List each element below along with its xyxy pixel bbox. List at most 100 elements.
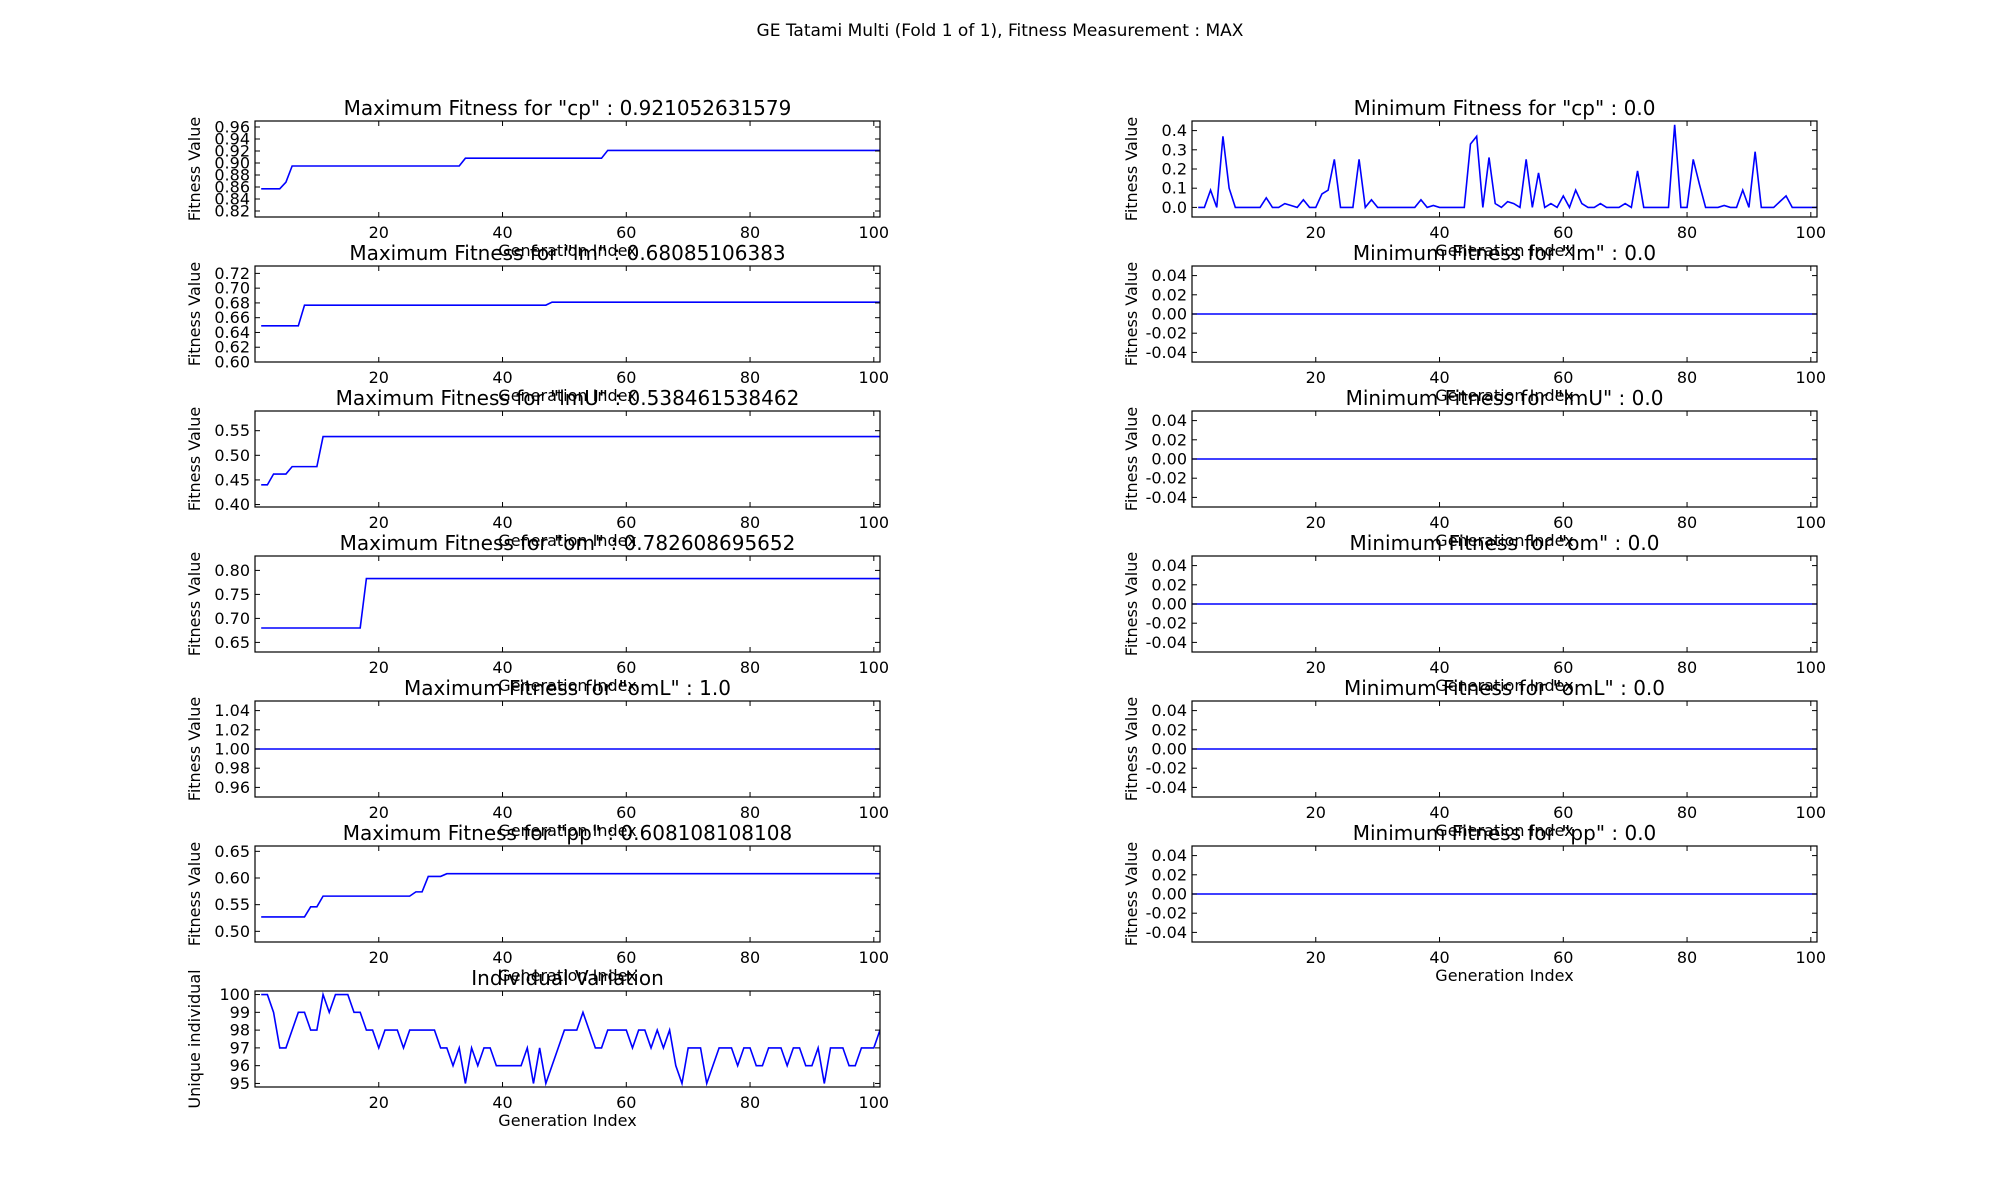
x-tick-label: 60 xyxy=(1553,948,1573,967)
y-tick-label: 0.04 xyxy=(1151,846,1187,865)
y-tick-label: 0.64 xyxy=(214,323,250,342)
x-tick-label: 80 xyxy=(740,948,760,967)
x-tick-label: 80 xyxy=(1677,223,1697,242)
y-axis-label: Fitness Value xyxy=(1122,552,1141,656)
y-tick-label: -0.02 xyxy=(1146,469,1187,488)
x-tick-label: 100 xyxy=(859,1093,890,1112)
y-tick-label: 1.02 xyxy=(214,720,250,739)
x-tick-label: 20 xyxy=(1306,658,1326,677)
x-axis-label: Generation Index xyxy=(498,386,636,405)
y-tick-label: 0.90 xyxy=(214,154,250,173)
y-tick-label: 0.55 xyxy=(214,421,250,440)
y-tick-label: 0.0 xyxy=(1162,198,1187,217)
y-tick-label: 0.40 xyxy=(214,495,250,514)
x-axis-label: Generation Index xyxy=(498,676,636,695)
x-tick-label: 80 xyxy=(740,368,760,387)
x-axis-label: Generation Index xyxy=(498,821,636,840)
x-tick-label: 60 xyxy=(616,803,636,822)
x-tick-label: 80 xyxy=(1677,803,1697,822)
y-tick-label: 0.70 xyxy=(214,279,250,298)
subplot-title: Minimum Fitness for "pp" : 0.0 xyxy=(1353,821,1657,845)
x-tick-label: 20 xyxy=(369,223,389,242)
y-axis-label: Fitness Value xyxy=(185,697,204,801)
y-tick-label: 0.00 xyxy=(1151,595,1187,614)
x-tick-label: 20 xyxy=(1306,803,1326,822)
y-axis-label: Fitness Value xyxy=(1122,117,1141,221)
subplot-title: Individual Variation xyxy=(471,966,664,990)
x-tick-label: 80 xyxy=(1677,658,1697,677)
subplot-10: 20 40 60 80 100 -0.04-0.020.000.020.04 Minimum… xyxy=(1122,676,1826,840)
y-tick-label: 0.98 xyxy=(214,759,250,778)
subplot-5: 20 40 60 80 100 0.40 0.45 0.50 0.55 Maximum Fitne… xyxy=(185,386,889,550)
x-tick-label: 40 xyxy=(1429,513,1449,532)
subplot-1: 20 40 60 80 100 0.820.840.860.880.900.920.940… xyxy=(185,96,889,260)
y-tick-label: 0.04 xyxy=(1151,556,1187,575)
x-tick-label: 40 xyxy=(492,948,512,967)
y-tick-label: 0.96 xyxy=(214,118,250,137)
x-tick-label: 40 xyxy=(492,803,512,822)
subplot-title: Minimum Fitness for "lm" : 0.0 xyxy=(1353,241,1656,265)
y-tick-label: 0.00 xyxy=(1151,450,1187,469)
x-tick-label: 100 xyxy=(859,513,890,532)
subplot-11: 20 40 60 80 100 0.50 0.55 0.60 0.65 Maximum Fitne… xyxy=(185,821,889,985)
y-tick-label: -0.04 xyxy=(1146,343,1187,362)
x-tick-label: 60 xyxy=(1553,223,1573,242)
x-tick-label: 80 xyxy=(740,658,760,677)
subplot-title: Minimum Fitness for "cp" : 0.0 xyxy=(1354,96,1656,120)
x-tick-label: 40 xyxy=(492,513,512,532)
y-tick-label: 0.50 xyxy=(214,446,250,465)
y-tick-label: 96 xyxy=(230,1056,250,1075)
y-tick-label: 0.80 xyxy=(214,561,250,580)
x-tick-label: 60 xyxy=(1553,513,1573,532)
y-tick-label: -0.02 xyxy=(1146,904,1187,923)
series-line xyxy=(261,149,880,190)
y-tick-label: 0.45 xyxy=(214,470,250,489)
y-tick-label: 0.96 xyxy=(214,778,250,797)
x-tick-label: 60 xyxy=(616,368,636,387)
x-tick-label: 60 xyxy=(616,948,636,967)
y-tick-label: 0.02 xyxy=(1151,285,1187,304)
x-tick-label: 60 xyxy=(1553,368,1573,387)
x-tick-label: 80 xyxy=(1677,513,1697,532)
y-tick-label: 0.02 xyxy=(1151,575,1187,594)
figure-title: GE Tatami Multi (Fold 1 of 1), Fitness M… xyxy=(757,21,1244,41)
x-tick-label: 40 xyxy=(1429,368,1449,387)
x-tick-label: 80 xyxy=(740,1093,760,1112)
y-tick-label: -0.04 xyxy=(1146,488,1187,507)
x-tick-label: 60 xyxy=(616,223,636,242)
y-tick-label: 0.4 xyxy=(1162,121,1187,140)
subplot-title: Maximum Fitness for "lm" : 0.68085106383 xyxy=(349,241,785,265)
x-tick-label: 100 xyxy=(1796,368,1827,387)
x-tick-label: 40 xyxy=(492,223,512,242)
x-tick-label: 100 xyxy=(859,658,890,677)
x-tick-label: 100 xyxy=(1796,658,1827,677)
subplot-3: 20 40 60 80 100 0.600.620.640.660.680.700.72 M… xyxy=(185,241,889,405)
subplot-7: 20 40 60 80 100 0.65 0.70 0.75 0.80 Maximum Fitne… xyxy=(185,531,889,695)
x-tick-label: 20 xyxy=(369,368,389,387)
y-tick-label: 98 xyxy=(230,1021,250,1040)
x-tick-label: 40 xyxy=(1429,803,1449,822)
x-axis-label: Generation Index xyxy=(498,966,636,985)
y-tick-label: 0.65 xyxy=(214,633,250,652)
x-tick-label: 80 xyxy=(1677,948,1697,967)
y-tick-label: 0.02 xyxy=(1151,865,1187,884)
x-axis-label: Generation Index xyxy=(1435,386,1573,405)
axes-frame xyxy=(254,265,881,363)
x-tick-label: 20 xyxy=(369,803,389,822)
y-axis-label: Unique individual xyxy=(185,969,204,1108)
x-tick-label: 20 xyxy=(1306,368,1326,387)
x-tick-label: 40 xyxy=(492,658,512,677)
x-tick-label: 80 xyxy=(1677,368,1697,387)
y-tick-label: 0.88 xyxy=(214,166,250,185)
series-line xyxy=(261,991,880,1087)
y-axis-label: Fitness Value xyxy=(1122,407,1141,511)
subplot-title: Maximum Fitness for "cp" : 0.92105263157… xyxy=(344,96,792,120)
axes-frame xyxy=(254,120,881,218)
x-axis-label: Generation Index xyxy=(498,1111,636,1130)
y-tick-label: -0.04 xyxy=(1146,633,1187,652)
x-tick-label: 40 xyxy=(1429,948,1449,967)
subplot-12: 20 40 60 80 100 -0.04-0.020.000.020.04 Minimum… xyxy=(1122,821,1826,985)
subplot-title: Maximum Fitness for "om" : 0.78260869565… xyxy=(340,531,796,555)
x-tick-label: 100 xyxy=(1796,513,1827,532)
